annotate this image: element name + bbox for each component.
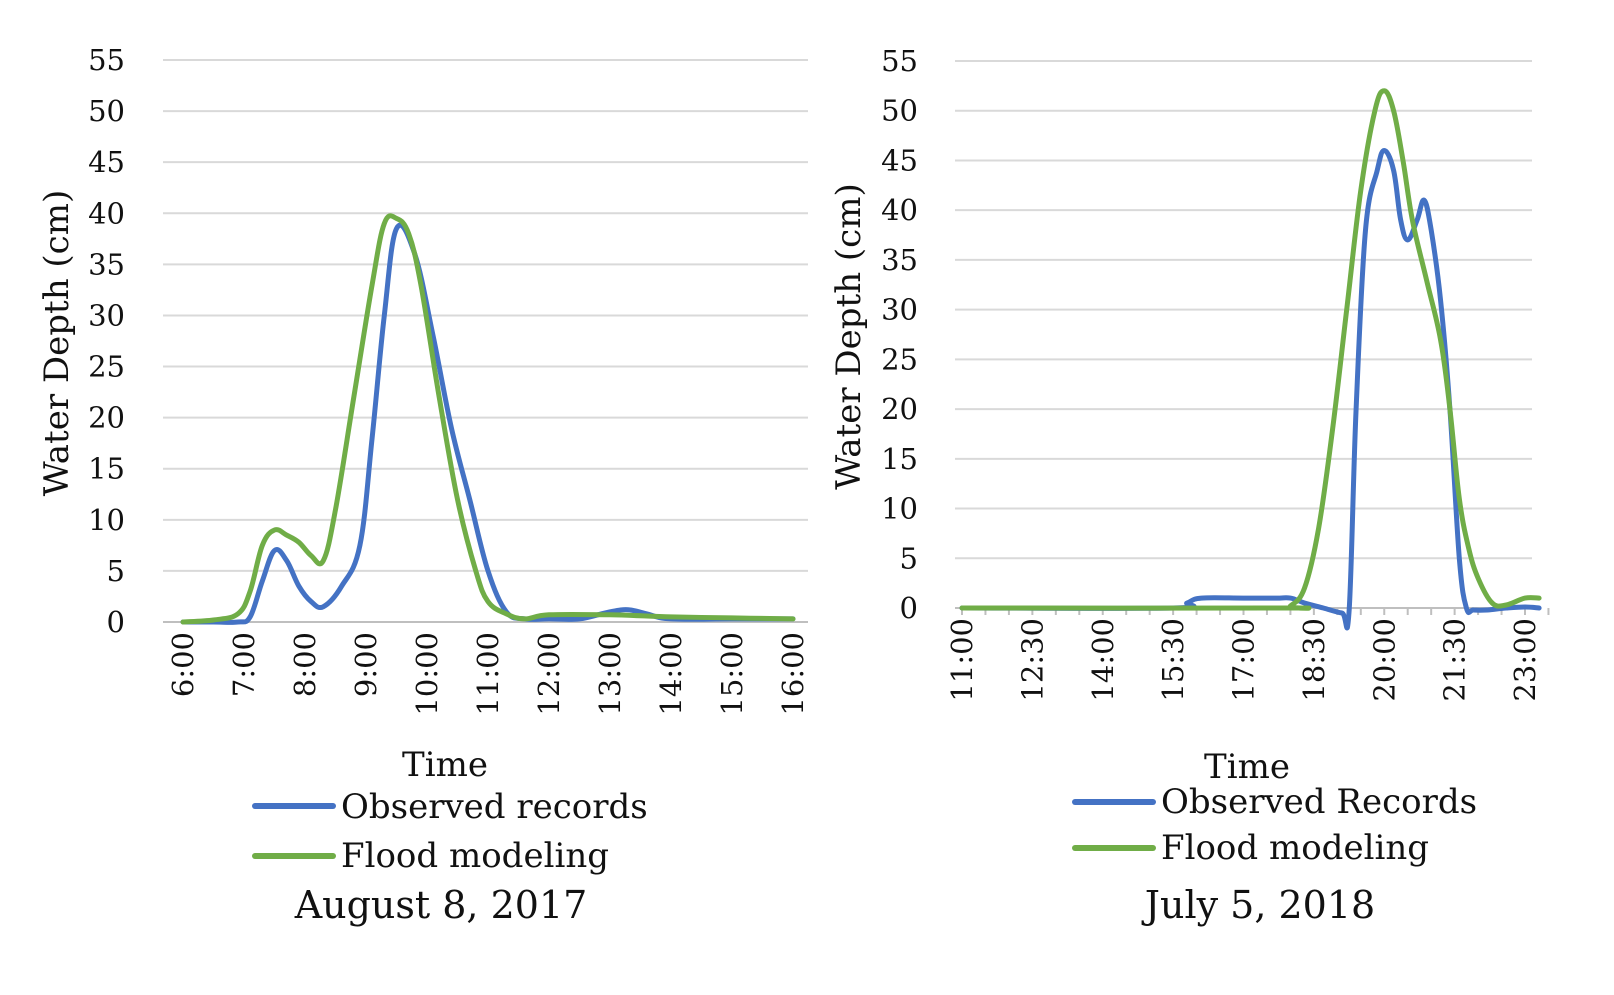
x-tick-label: 7:00 [227,632,261,697]
y-tick-label: 5 [107,554,125,588]
y-tick-label: 25 [881,342,918,376]
x-tick-label: 9:00 [349,632,383,697]
x-tick-label: 18:30 [1297,618,1331,702]
x-axis-title: Time [402,745,488,785]
x-tick-label: 17:00 [1227,618,1261,702]
x-tick-label: 12:00 [532,632,566,716]
y-tick-label: 55 [88,43,125,77]
x-tick-label: 15:30 [1156,618,1190,702]
y-tick-label: 0 [107,605,125,639]
x-tick-label: 13:00 [593,632,627,716]
y-tick-label: 40 [88,196,125,230]
x-tick-label: 14:00 [654,632,688,716]
y-tick-label: 20 [881,392,918,426]
x-tick-label: 16:00 [776,632,810,716]
x-tick-label: 6:00 [166,632,200,697]
y-tick-label: 5 [900,541,918,575]
y-tick-label: 15 [881,442,918,476]
y-axis-title: Water Depth (cm) [829,183,869,489]
x-tick-label: 11:00 [945,618,979,702]
chart-july-2018: 0 5 10 15 20 25 30 35 40 45 50 55 11:00 12:30 14:00 15:… [829,44,1550,927]
x-tick-label: 12:30 [1015,618,1049,702]
y-tick-label: 0 [900,591,918,625]
legend-label: Flood modeling [341,836,609,876]
x-tick-label: 11:00 [471,632,505,716]
y-tick-label: 55 [881,44,918,78]
x-tick-label: 23:00 [1508,618,1542,702]
x-tick-label: 15:00 [715,632,749,716]
y-tick-label: 50 [88,94,125,128]
y-tick-label: 30 [88,298,125,332]
y-tick-label: 20 [88,401,125,435]
x-axis-title: Time [1204,747,1290,787]
y-tick-label: 10 [881,492,918,526]
x-tick-label: 14:00 [1086,618,1120,702]
x-tick-label: 10:00 [410,632,444,716]
chart-title: August 8, 2017 [294,883,588,927]
y-tick-label: 45 [88,145,125,179]
series-line-observed [180,222,796,625]
x-tick-label: 21:30 [1438,618,1472,702]
y-tick-label: 10 [88,503,125,537]
legend-label: Observed Records [1161,782,1477,822]
legend-label: Observed records [341,787,648,827]
y-tick-label: 15 [88,452,125,486]
x-tick-label: 20:00 [1367,618,1401,702]
y-tick-label: 35 [881,243,918,277]
y-tick-label: 35 [88,247,125,281]
legend-label: Flood modeling [1161,828,1429,868]
y-axis-title: Water Depth (cm) [37,190,77,496]
y-tick-label: 50 [881,94,918,128]
y-tick-label: 40 [881,193,918,227]
y-tick-label: 25 [88,350,125,384]
y-tick-label: 30 [881,293,918,327]
series-line-observed [959,148,1542,631]
series-line-modeled [959,88,1542,611]
x-tick-label: 8:00 [288,632,322,697]
y-tick-label: 45 [881,143,918,177]
chart-title: July 5, 2018 [1141,883,1375,927]
chart-august-2017: 0 5 10 15 20 25 30 35 40 45 50 55 6:00 7:00 8:00 9:00 10… [37,43,810,927]
series-line-modeled [180,213,796,625]
